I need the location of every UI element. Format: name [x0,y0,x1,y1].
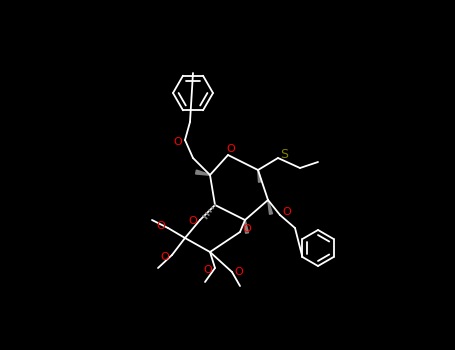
Text: O: O [189,216,197,226]
Text: O: O [283,207,291,217]
Polygon shape [196,170,210,175]
Polygon shape [258,170,262,182]
Text: O: O [157,221,165,231]
Polygon shape [245,220,248,233]
Text: O: O [161,252,169,262]
Text: S: S [280,148,288,161]
Text: O: O [243,224,251,234]
Text: O: O [204,265,212,275]
Text: O: O [235,267,243,277]
Text: O: O [174,137,182,147]
Text: O: O [227,144,235,154]
Polygon shape [268,200,273,214]
